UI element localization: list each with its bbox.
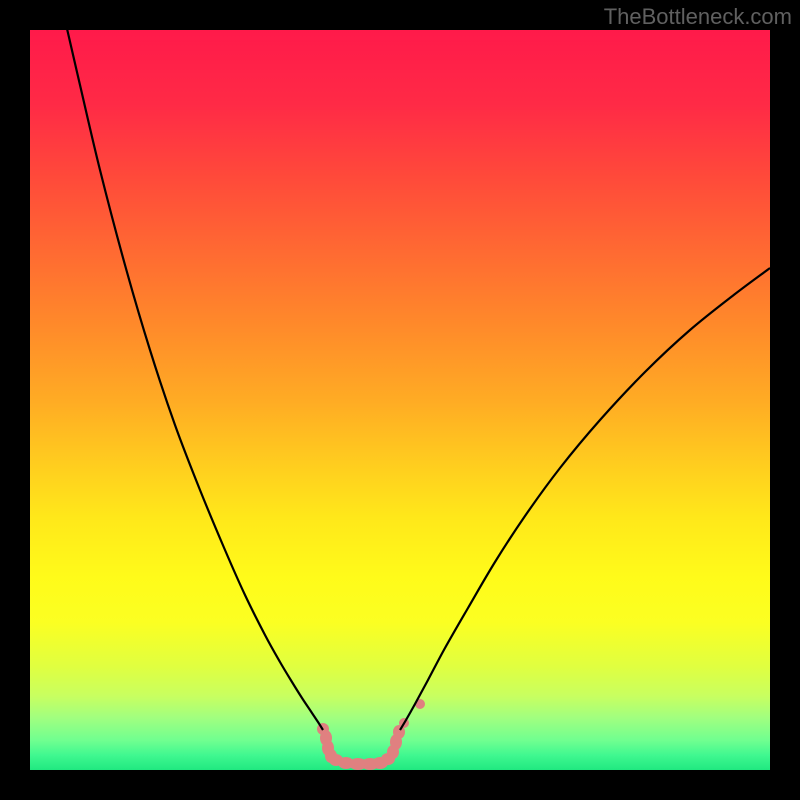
watermark-text: TheBottleneck.com xyxy=(604,4,792,30)
left-curve xyxy=(65,30,323,730)
curve-layer xyxy=(30,30,770,770)
valley-markers xyxy=(317,699,425,770)
right-curve xyxy=(400,268,770,730)
plot-area xyxy=(30,30,770,770)
